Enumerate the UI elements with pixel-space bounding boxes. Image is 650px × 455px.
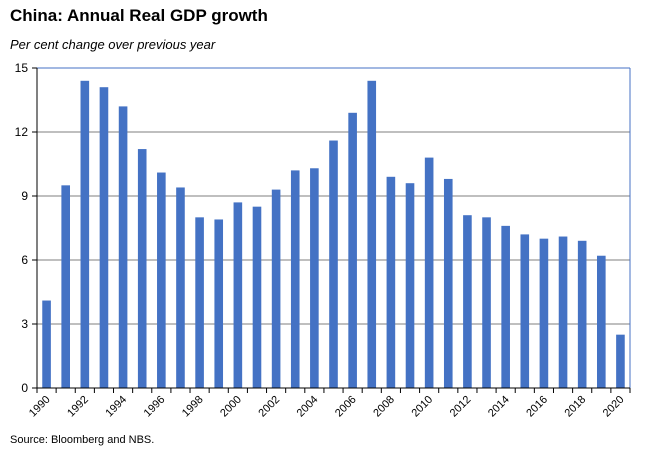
- bar-1996: [157, 172, 166, 388]
- bar-1998: [195, 217, 204, 388]
- bar-2007: [367, 80, 377, 389]
- bar-1990: [42, 300, 51, 388]
- y-tick-label: 3: [21, 317, 28, 331]
- x-tick-label: 2018: [563, 394, 589, 420]
- bar-2001: [252, 206, 262, 388]
- bar-2017: [558, 236, 568, 388]
- bar-2012: [463, 215, 472, 388]
- bar-2003: [290, 170, 300, 388]
- x-tick-label: 1998: [180, 394, 206, 420]
- y-tick-label: 15: [15, 61, 29, 75]
- x-tick-label: 2016: [524, 394, 550, 420]
- x-tick-label: 1992: [65, 394, 91, 420]
- bar-1999: [214, 219, 224, 388]
- x-tick-label: 1996: [142, 394, 168, 420]
- x-tick-label: 1990: [27, 394, 53, 420]
- x-tick-label: 2010: [409, 394, 435, 420]
- x-tick-label: 2014: [486, 394, 512, 420]
- bar-2018: [577, 240, 587, 388]
- chart-title: China: Annual Real GDP growth: [10, 6, 268, 25]
- y-tick-label: 0: [21, 381, 28, 395]
- bar-1997: [176, 187, 185, 388]
- bar-1992: [80, 80, 90, 389]
- bar-2020: [616, 334, 625, 388]
- y-tick-label: 9: [21, 189, 28, 203]
- bar-2009: [405, 183, 415, 388]
- bar-1993: [99, 87, 109, 388]
- bar-1995: [137, 149, 147, 388]
- x-tick-label: 2002: [256, 394, 282, 420]
- x-tick-label: 2004: [295, 394, 321, 420]
- bar-2008: [386, 176, 396, 388]
- bar-2014: [501, 225, 510, 388]
- bars: [42, 80, 625, 389]
- x-tick-labels: 1990 1992 1994 1996 1998 2000 2002 2004 2006 2008…: [27, 394, 627, 420]
- axes: [32, 67, 631, 393]
- bar-2002: [271, 189, 281, 388]
- y-tick-labels: 0 3 6 9 12 15: [15, 61, 29, 395]
- source-note: Source: Bloomberg and NBS.: [10, 434, 155, 446]
- y-tick-label: 12: [15, 125, 29, 139]
- bar-2010: [424, 157, 434, 388]
- x-tick-label: 2020: [601, 394, 627, 420]
- bar-1991: [61, 185, 70, 388]
- bar-2015: [520, 234, 530, 388]
- bar-2000: [233, 202, 243, 388]
- chart-subtitle: Per cent change over previous year: [10, 37, 216, 52]
- x-tick-label: 2012: [448, 394, 474, 420]
- bar-2016: [539, 238, 549, 388]
- bar-2004: [310, 168, 319, 388]
- y-tick-label: 6: [21, 253, 28, 267]
- x-tick-label: 1994: [103, 394, 129, 420]
- bar-2005: [329, 140, 338, 388]
- x-tick-label: 2008: [371, 394, 397, 420]
- x-tick-label: 2000: [218, 394, 244, 420]
- bar-2019: [597, 255, 606, 388]
- bar-2006: [348, 112, 357, 389]
- bar-2013: [482, 217, 491, 388]
- bar-1994: [118, 106, 128, 389]
- bar-2011: [443, 178, 453, 388]
- x-tick-label: 2006: [333, 394, 359, 420]
